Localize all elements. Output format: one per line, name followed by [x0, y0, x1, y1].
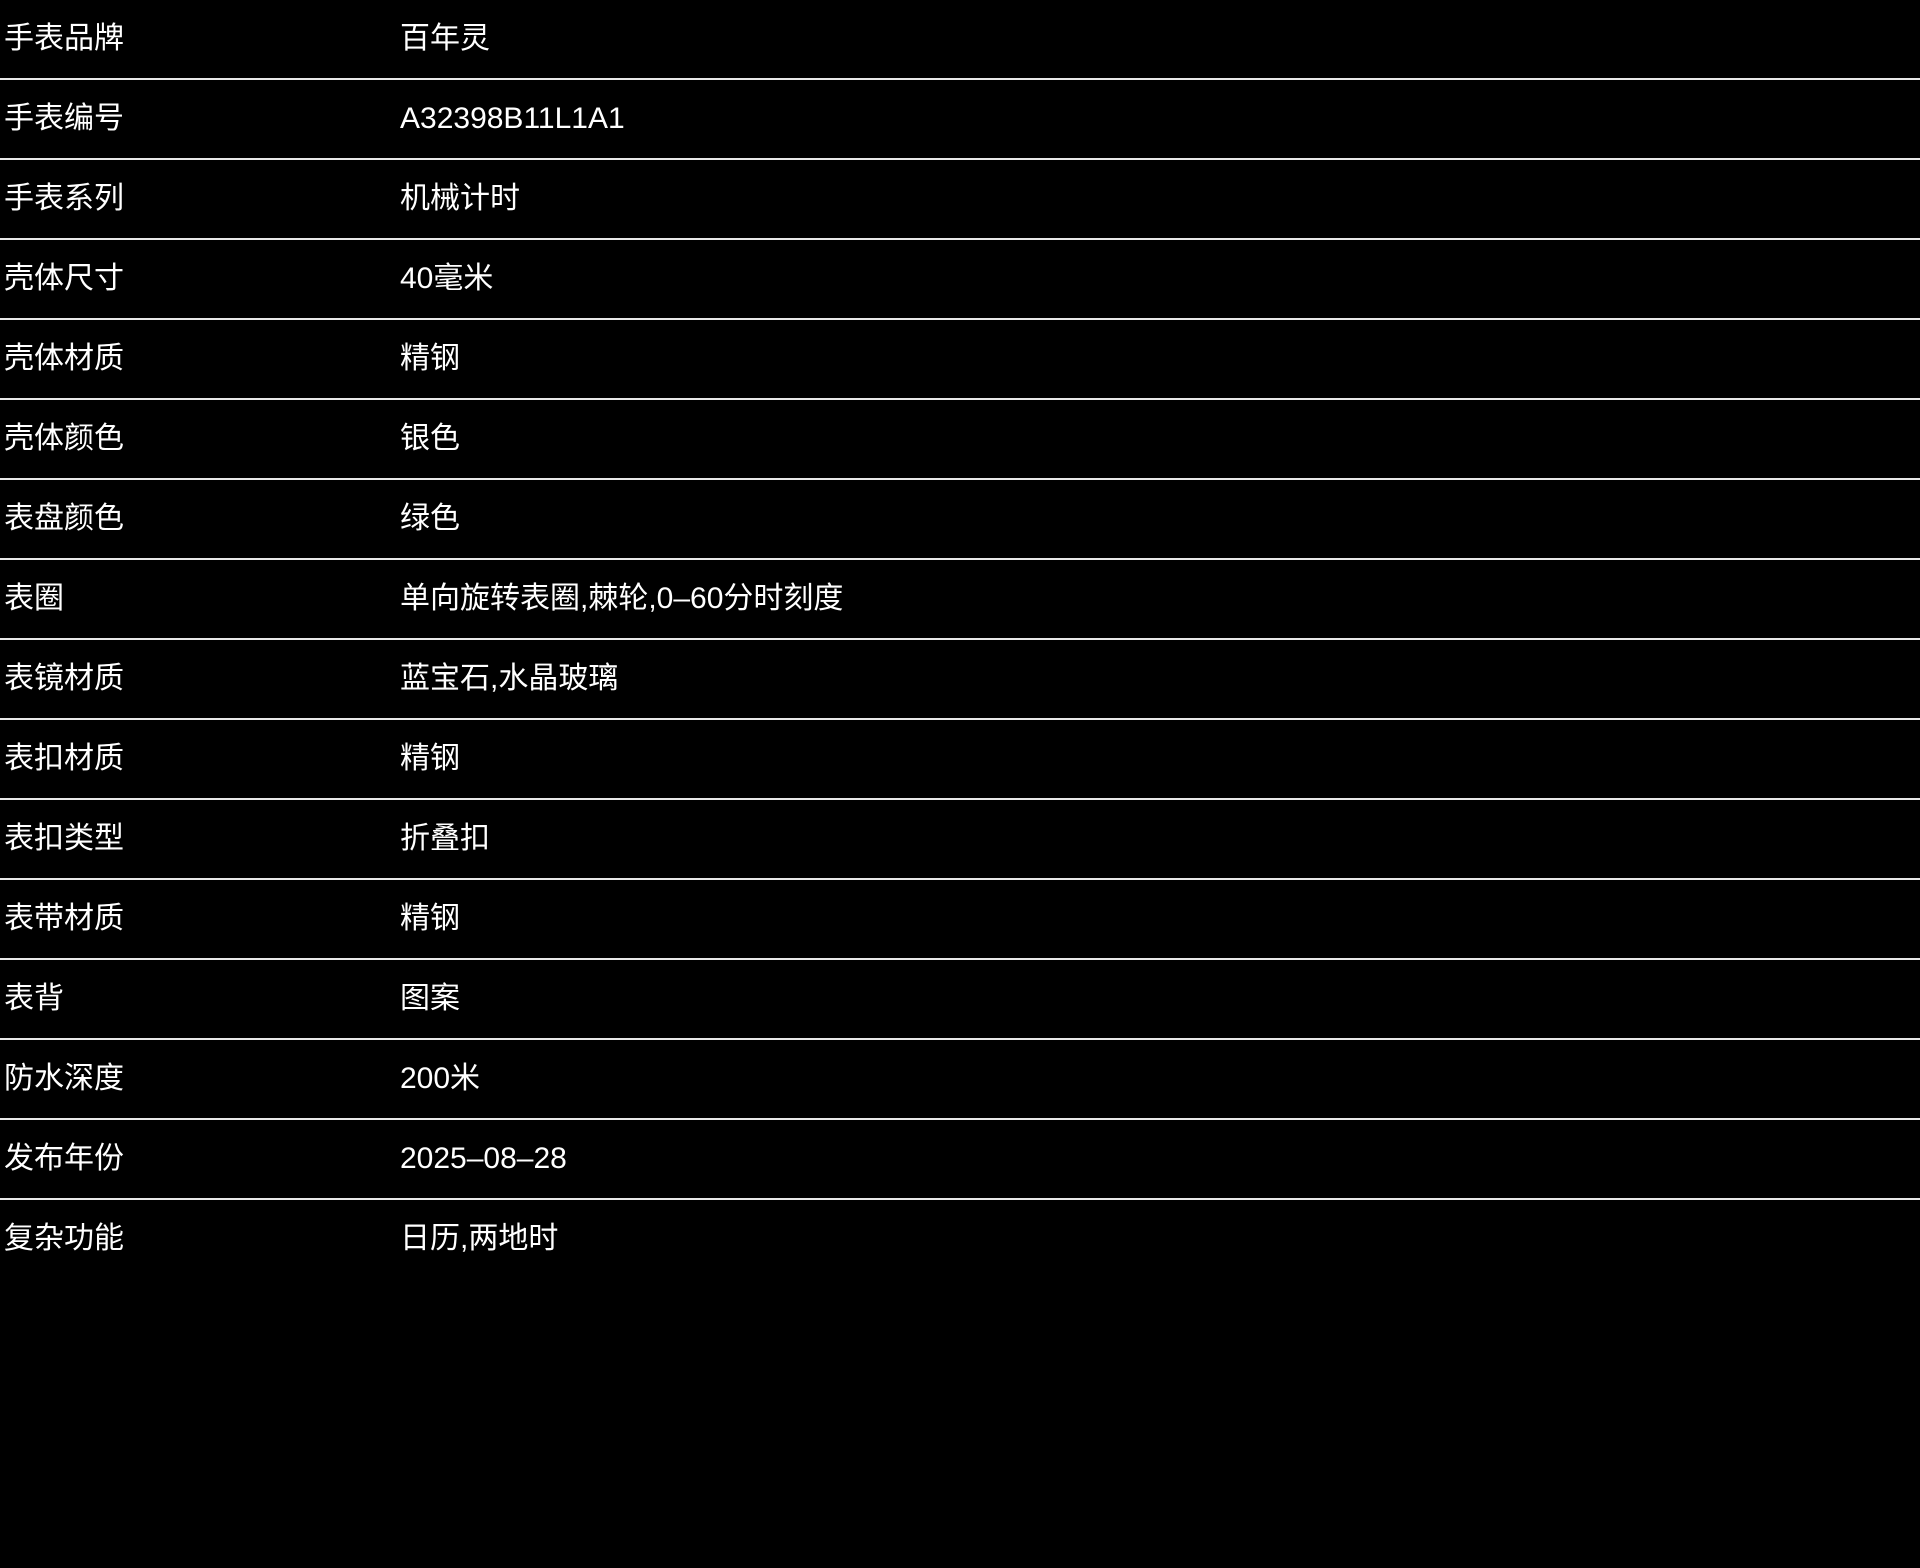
table-row: 表带材质 精钢 [0, 880, 1920, 960]
table-row: 手表编号 A32398B11L1A1 [0, 80, 1920, 160]
spec-label-water-resistance: 防水深度 [4, 1062, 124, 1095]
table-row: 手表系列 机械计时 [0, 160, 1920, 240]
spec-value-crystal-material: 蓝宝石,水晶玻璃 [400, 662, 619, 695]
table-row: 壳体材质 精钢 [0, 320, 1920, 400]
table-row: 发布年份 2025–08–28 [0, 1120, 1920, 1200]
spec-label-watch-series: 手表系列 [4, 182, 124, 215]
spec-value-case-material: 精钢 [400, 342, 460, 375]
spec-value-clasp-type: 折叠扣 [400, 822, 490, 855]
spec-value-release-year: 2025–08–28 [400, 1142, 567, 1175]
spec-value-bezel: 单向旋转表圈,棘轮,0–60分时刻度 [400, 582, 844, 615]
spec-label-release-year: 发布年份 [4, 1142, 124, 1175]
spec-value-clasp-material: 精钢 [400, 742, 460, 775]
spec-label-complications: 复杂功能 [4, 1222, 124, 1255]
spec-value-strap-material: 精钢 [400, 902, 460, 935]
table-row: 复杂功能 日历,两地时 [0, 1200, 1920, 1280]
spec-value-complications: 日历,两地时 [400, 1222, 559, 1255]
spec-value-case-size: 40毫米 [400, 262, 494, 295]
spec-value-water-resistance: 200米 [400, 1062, 481, 1095]
spec-label-strap-material: 表带材质 [4, 902, 124, 935]
table-row: 壳体颜色 银色 [0, 400, 1920, 480]
table-row: 表背 图案 [0, 960, 1920, 1040]
spec-label-crystal-material: 表镜材质 [4, 662, 124, 695]
spec-value-watch-series: 机械计时 [400, 182, 520, 215]
table-row: 表扣材质 精钢 [0, 720, 1920, 800]
table-row: 手表品牌 百年灵 [0, 0, 1920, 80]
spec-label-clasp-type: 表扣类型 [4, 822, 124, 855]
spec-value-case-back: 图案 [400, 982, 460, 1015]
table-row: 表扣类型 折叠扣 [0, 800, 1920, 880]
spec-label-case-size: 壳体尺寸 [4, 262, 124, 295]
spec-value-watch-brand: 百年灵 [400, 22, 490, 55]
table-row: 表盘颜色 绿色 [0, 480, 1920, 560]
spec-label-case-material: 壳体材质 [4, 342, 124, 375]
spec-label-clasp-material: 表扣材质 [4, 742, 124, 775]
table-row: 壳体尺寸 40毫米 [0, 240, 1920, 320]
spec-label-watch-model-number: 手表编号 [4, 102, 124, 135]
spec-label-case-color: 壳体颜色 [4, 422, 124, 455]
spec-value-dial-color: 绿色 [400, 502, 460, 535]
spec-label-bezel: 表圈 [4, 582, 64, 615]
watch-spec-table: 手表品牌 百年灵 手表编号 A32398B11L1A1 手表系列 机械计时 壳体… [0, 0, 1920, 1280]
spec-label-watch-brand: 手表品牌 [4, 22, 124, 55]
table-row: 表圈 单向旋转表圈,棘轮,0–60分时刻度 [0, 560, 1920, 640]
spec-label-dial-color: 表盘颜色 [4, 502, 124, 535]
spec-value-case-color: 银色 [400, 422, 460, 455]
spec-label-case-back: 表背 [4, 982, 64, 1015]
spec-value-watch-model-number: A32398B11L1A1 [400, 102, 625, 135]
table-row: 防水深度 200米 [0, 1040, 1920, 1120]
table-row: 表镜材质 蓝宝石,水晶玻璃 [0, 640, 1920, 720]
